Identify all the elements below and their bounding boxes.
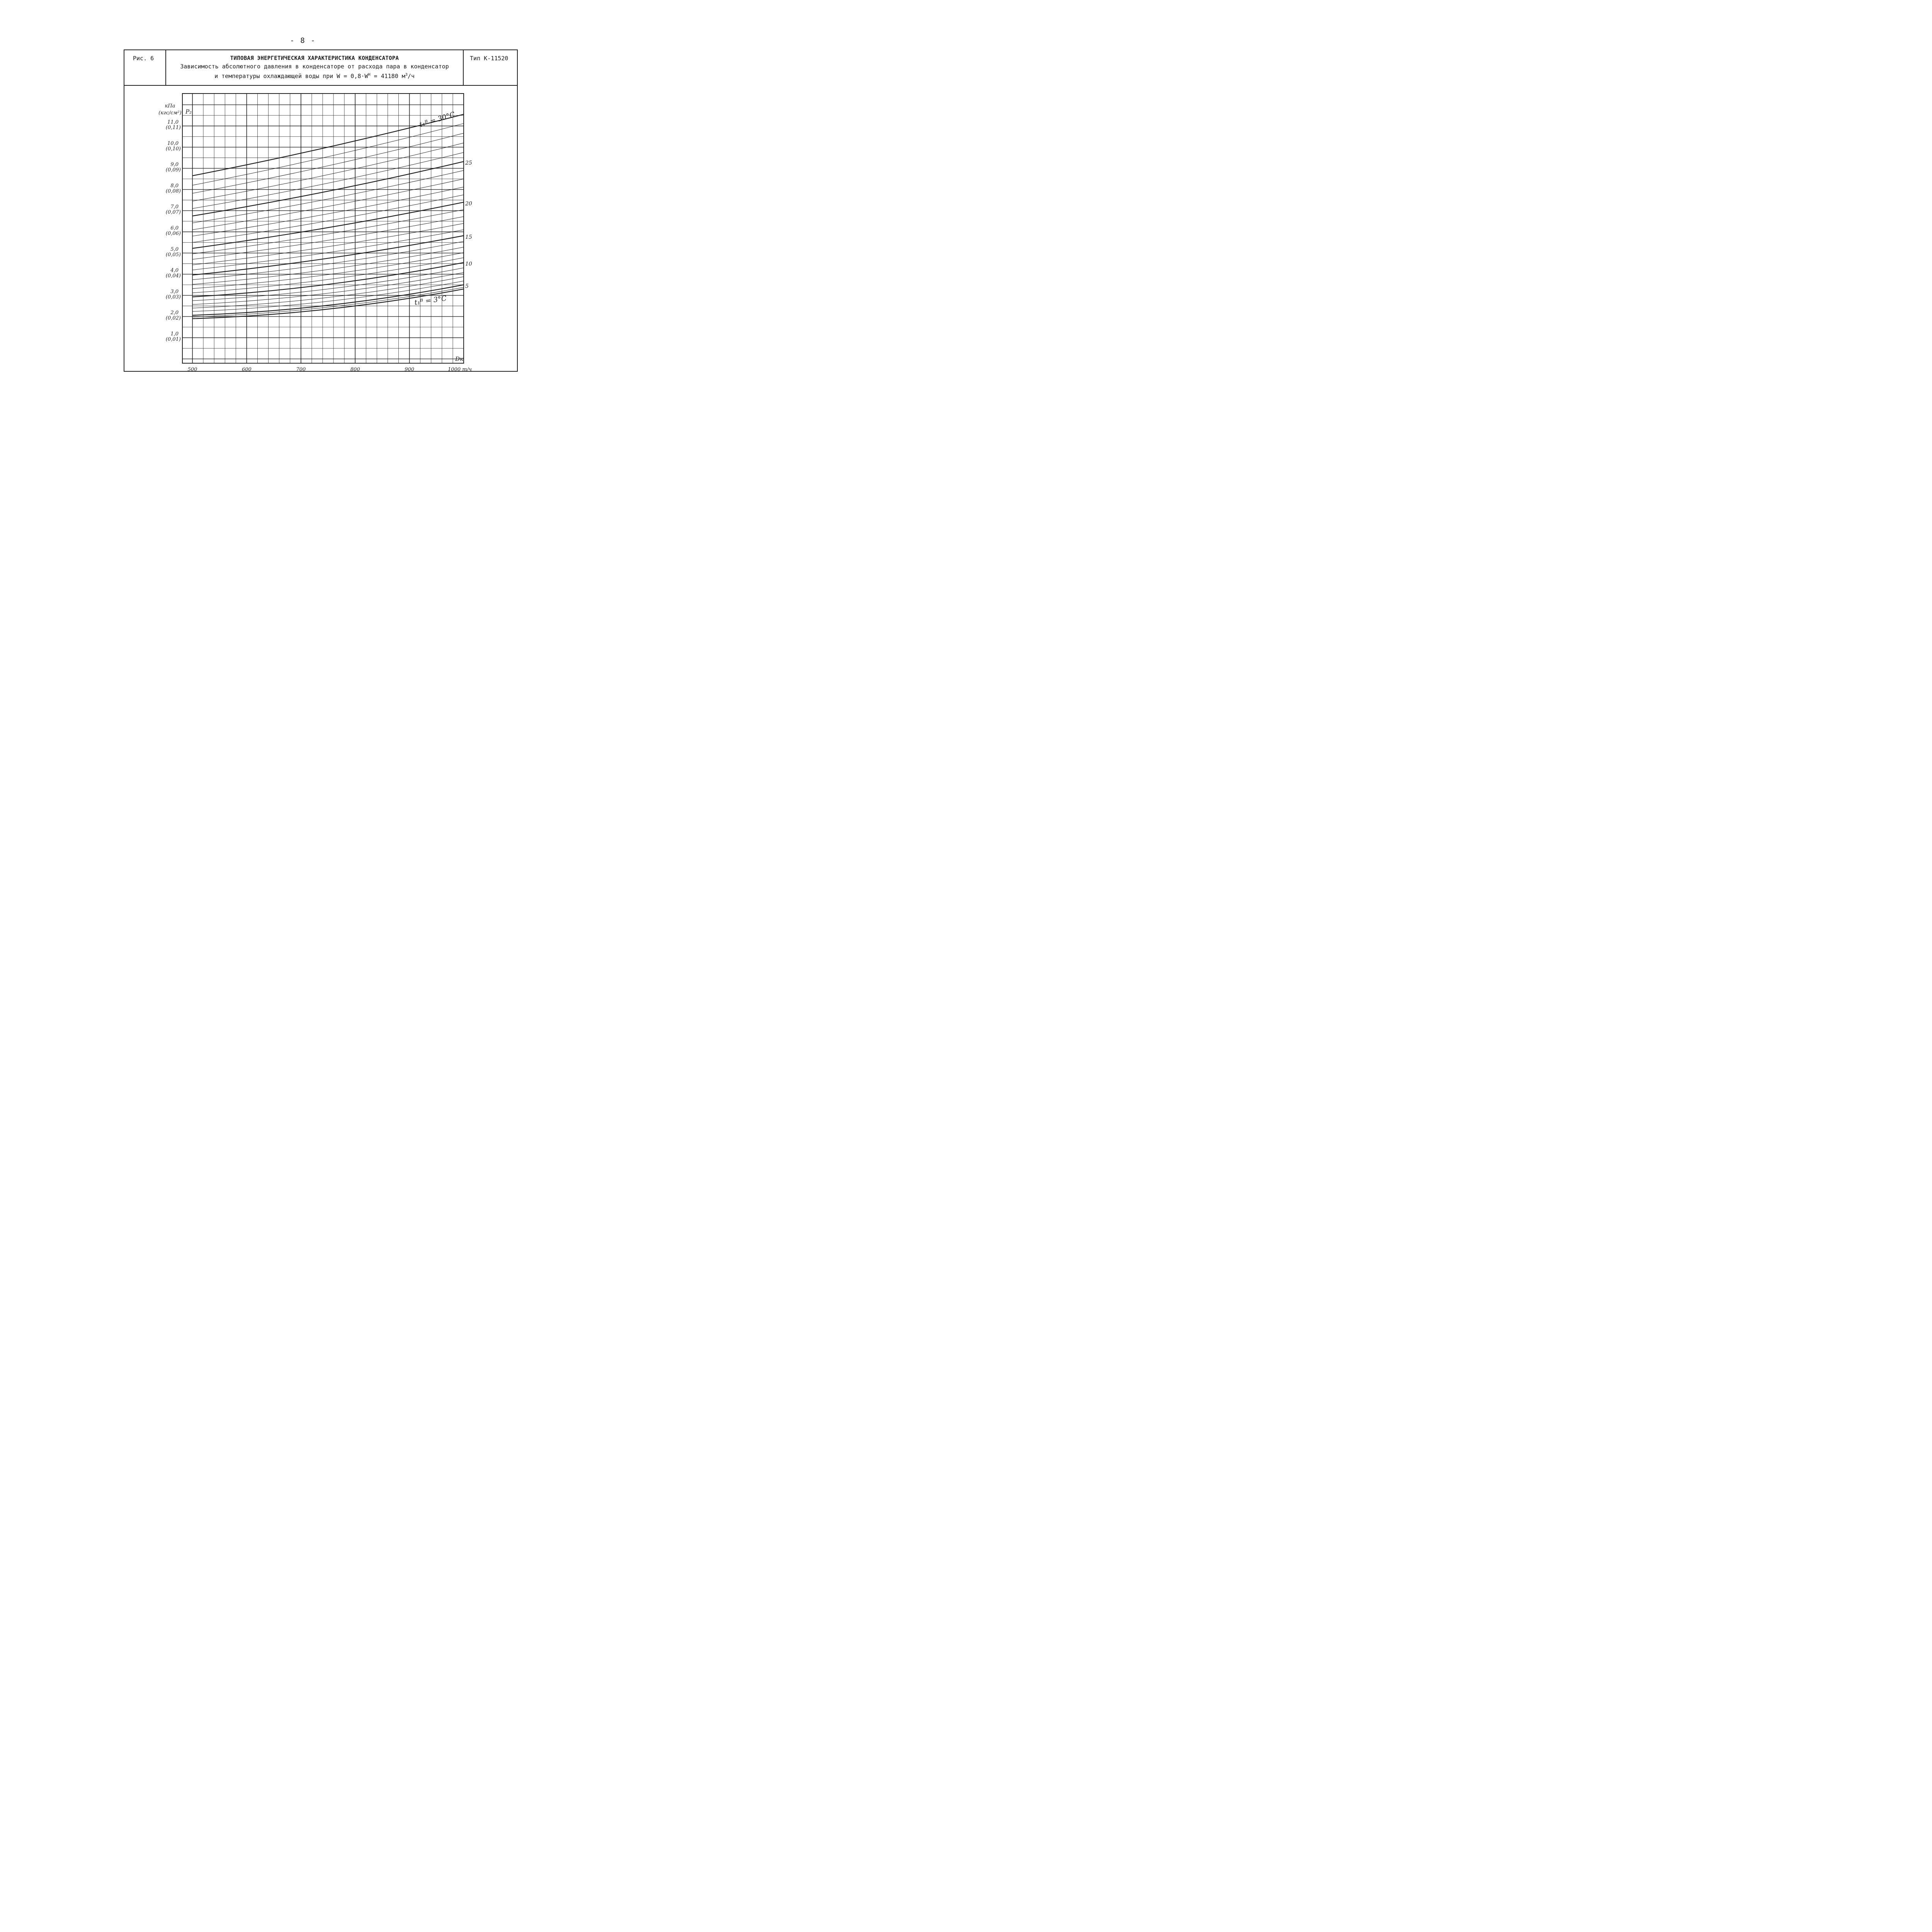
figure-title-line3: и температуры охлаждающей воды при W = 0…	[166, 71, 463, 80]
y-tick-label-alt: (0,09)	[166, 167, 181, 173]
figure-frame: Рис. 6 ТИПОВАЯ ЭНЕРГЕТИЧЕСКАЯ ХАРАКТЕРИС…	[124, 49, 518, 372]
y-tick-label-alt: (0,02)	[166, 315, 181, 321]
y-tick-label: 5,0	[170, 247, 179, 252]
title-line3-sup1: Н	[368, 73, 371, 77]
curve-t3	[192, 288, 464, 319]
y-tick-label: 8,0	[170, 183, 179, 189]
curve-t13	[192, 247, 464, 285]
y-tick-label-alt: (0,06)	[166, 231, 181, 236]
curve-label-bottom: t₁ᴮ = 3°C	[414, 294, 447, 307]
y-tick-label-alt: (0,03)	[166, 294, 181, 300]
curve-t24	[192, 170, 464, 223]
curve-t18	[192, 216, 464, 260]
y-tick-label: 6,0	[170, 225, 179, 231]
curve-t19	[192, 209, 464, 254]
curve-t4	[192, 287, 464, 317]
y-tick-label: 3,0	[170, 289, 179, 294]
curve-t9	[192, 267, 464, 301]
y-tick-label: 10,0	[167, 141, 179, 146]
curve-t22	[192, 187, 464, 236]
title-line3-prefix: и температуры охлаждающей воды при W = 0…	[214, 73, 368, 80]
figure-title-line2: Зависимость абсолютного давления в конде…	[180, 63, 449, 70]
y-symbol: P₂	[185, 108, 192, 115]
x-tick-label: 600	[242, 367, 252, 371]
x-symbol: Dк	[455, 355, 463, 362]
curve-t21	[192, 194, 464, 243]
curve-t8	[192, 272, 464, 305]
labels: 11,0(0,11) 10,0(0,10) 9,0(0,09) 8,0(0,08) 7,…	[158, 103, 472, 372]
curve-t12	[192, 252, 464, 289]
curve-t30	[192, 114, 464, 176]
y-units-alt: (кгс/см²)	[158, 110, 181, 116]
curve-t11	[192, 257, 464, 293]
y-tick-label-alt: (0,07)	[166, 209, 181, 215]
x-tick-label: 900	[405, 367, 414, 371]
curve-t16	[192, 230, 464, 270]
curve-t25	[192, 161, 464, 216]
y-units: кПа	[165, 103, 175, 109]
page-number: - 8 -	[290, 36, 316, 45]
curve-t6	[192, 281, 464, 312]
curve-t28	[192, 133, 464, 194]
curve-label-15: 15	[465, 234, 472, 240]
curve-t5	[192, 284, 464, 316]
y-tick-label: 1,0	[170, 331, 179, 337]
y-tick-label-alt: (0,04)	[166, 273, 181, 279]
curve-t26	[192, 152, 464, 209]
curve-t14	[192, 241, 464, 280]
figure-header: Рис. 6 ТИПОВАЯ ЭНЕРГЕТИЧЕСКАЯ ХАРАКТЕРИС…	[124, 50, 517, 86]
curve-label-10: 10	[465, 261, 472, 267]
figure-title-line1: ТИПОВАЯ ЭНЕРГЕТИЧЕСКАЯ ХАРАКТЕРИСТИКА КО…	[230, 55, 399, 61]
x-tick-label: 1000 т/ч	[448, 367, 472, 371]
title-line3-mid: = 41180 м	[370, 73, 405, 80]
title-line3-sup2: 3	[405, 73, 408, 77]
curve-t10	[192, 262, 464, 298]
y-tick-label-alt: (0,05)	[166, 252, 181, 258]
grid	[182, 93, 464, 364]
curve-label-5: 5	[465, 283, 469, 289]
curves	[192, 114, 464, 319]
x-tick-label: 500	[188, 367, 197, 371]
y-tick-label: 11,0	[167, 119, 179, 125]
y-tick-label-alt: (0,08)	[166, 188, 181, 194]
curve-t15	[192, 235, 464, 276]
y-tick-label-alt: (0,10)	[166, 146, 181, 152]
figure-label: Рис. 6	[124, 50, 166, 85]
curve-t20	[192, 202, 464, 249]
y-tick-label-alt: (0,11)	[166, 125, 181, 131]
curve-t7	[192, 276, 464, 308]
curve-t29	[192, 123, 464, 185]
y-tick-label: 2,0	[170, 310, 179, 316]
x-tick-label: 700	[296, 367, 306, 371]
title-line3-suffix: /ч	[407, 73, 415, 80]
curve-t23	[192, 179, 464, 230]
y-tick-label-alt: (0,01)	[166, 337, 181, 342]
curve-label-25: 25	[465, 160, 472, 166]
curve-t17	[192, 223, 464, 265]
curve-t27	[192, 143, 464, 202]
type-label: Тип К-11520	[470, 55, 509, 62]
y-tick-label: 4,0	[170, 268, 179, 274]
y-tick-label: 9,0	[170, 162, 179, 168]
chart-area: 11,0 (0,11) 10,0 (0,10) 9,0 (0,09) 8,0 (0,08) 7,…	[124, 86, 517, 372]
condenser-pressure-chart: 11,0(0,11) 10,0(0,10) 9,0(0,09) 8,0(0,08) 7,…	[158, 93, 472, 372]
x-tick-label: 800	[350, 367, 360, 371]
y-tick-label: 7,0	[170, 204, 179, 210]
curve-label-20: 20	[465, 201, 472, 207]
figure-title: ТИПОВАЯ ЭНЕРГЕТИЧЕСКАЯ ХАРАКТЕРИСТИКА КО…	[166, 50, 464, 85]
